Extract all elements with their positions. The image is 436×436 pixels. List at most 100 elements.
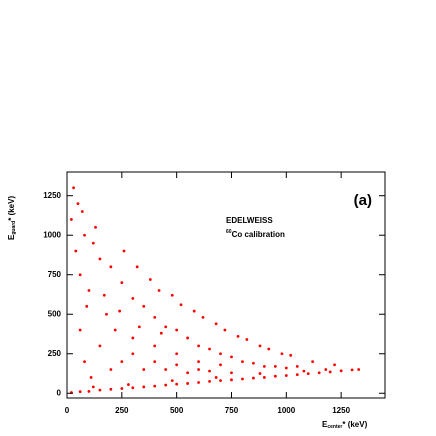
point [69,218,73,221]
y-tick-label: 0 [57,388,62,397]
point [153,384,157,388]
point [131,336,135,340]
point [153,360,157,364]
annotation-text: Co calibration [232,230,285,239]
point [219,379,222,383]
point [317,371,321,375]
point [175,328,179,332]
y-tick-label: 1250 [43,191,61,200]
point [109,387,113,391]
point [179,303,183,307]
point [306,372,310,376]
y-axis-label: Eguard* (keV) [7,196,17,240]
x-tick-label: 1250 [332,406,350,415]
superscript: 60 [226,229,232,235]
point [192,309,196,313]
point [201,315,205,319]
point [258,344,262,348]
point [357,368,361,371]
symbol: E [322,420,328,429]
point [241,377,244,381]
annotation: 60Co calibration [226,229,285,239]
point [98,257,102,261]
point [80,210,84,213]
point [197,381,200,384]
point [102,293,106,297]
point [120,281,124,285]
point [230,355,233,359]
point [302,369,306,373]
point [284,374,288,377]
point [241,360,244,364]
point [170,293,174,297]
y-tick-label: 1000 [43,230,61,239]
point [164,325,168,329]
point [175,352,179,356]
point [328,370,332,374]
point [87,389,91,393]
point [175,363,179,367]
unit: * (keV) [342,420,367,429]
point [78,390,82,394]
x-tick-label: 500 [170,406,184,415]
point [120,360,124,364]
x-tick-label: 750 [225,406,239,415]
x-axis-label: Ecenter* (keV) [322,420,368,430]
x-tick-label: 0 [65,406,70,415]
point [208,380,211,383]
point [245,338,249,341]
point [258,372,262,375]
point [120,387,124,390]
panel-label: (a) [354,192,372,209]
point [197,360,200,364]
point [230,378,233,382]
point [142,304,146,308]
point [284,366,288,370]
point [131,352,135,356]
x-tick-label: 1000 [277,406,295,415]
point [236,334,240,338]
point [339,369,343,373]
point [170,379,174,383]
point [164,383,168,387]
point [252,376,255,380]
point [208,369,211,373]
point [289,353,293,357]
point [262,376,266,379]
point [72,186,75,190]
point [83,360,86,364]
point [280,352,284,356]
point [74,249,78,253]
point [252,361,255,365]
y-tick-label: 500 [48,309,62,318]
point [153,344,157,348]
point [214,322,218,326]
point [157,289,161,292]
point [186,371,190,375]
point [219,363,222,367]
point [109,265,113,269]
point [311,360,315,364]
point [131,386,135,390]
point [273,364,277,368]
y-tick-label: 750 [48,270,62,279]
point [164,368,168,371]
subscript: center [327,424,342,430]
point [208,347,211,351]
point [89,376,93,379]
point [214,376,218,379]
point [197,344,200,348]
point [175,382,179,386]
point [142,385,146,389]
point [142,368,146,371]
point [85,304,89,308]
unit: * (keV) [7,196,16,221]
point [113,328,117,332]
point [78,273,82,277]
point [135,265,139,269]
point [153,315,157,319]
point [262,364,266,368]
